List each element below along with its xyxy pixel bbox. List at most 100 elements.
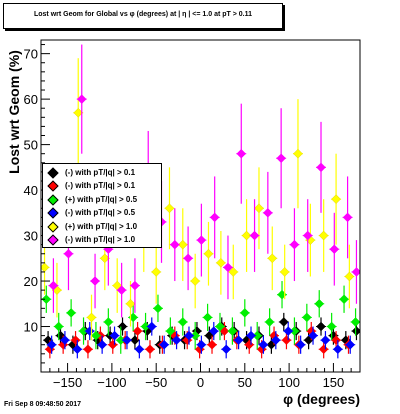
data-point <box>117 321 128 332</box>
data-point <box>239 308 250 318</box>
y-axis-label: Lost wrt Geom (%) <box>6 50 22 174</box>
data-point <box>203 248 214 259</box>
y-tick-label: 30 <box>24 229 38 244</box>
x-tick-label: 50 <box>238 375 252 390</box>
data-point <box>283 326 294 336</box>
data-point <box>339 294 349 305</box>
data-point <box>125 298 136 309</box>
y-tick-label: 60 <box>24 92 38 107</box>
data-point <box>308 330 318 341</box>
data-point <box>216 257 226 268</box>
data-point <box>177 317 188 327</box>
data-point <box>258 339 269 350</box>
data-point <box>183 253 193 264</box>
data-point <box>302 230 313 241</box>
y-tick-label: 40 <box>24 183 38 198</box>
data-point <box>279 267 290 277</box>
legend-entry: (+) with pT/|q| > 0.5 <box>43 194 161 207</box>
legend-label: (+) with pT/|q| > 1.0 <box>65 222 138 231</box>
data-point <box>332 344 343 355</box>
data-point <box>270 335 281 346</box>
timestamp-footer: Fri Sep 8 09:48:50 2017 <box>4 401 82 408</box>
data-point <box>90 276 100 286</box>
data-point <box>165 326 176 336</box>
data-point <box>267 253 278 264</box>
data-point <box>177 239 188 250</box>
data-point <box>223 262 233 273</box>
legend-marker <box>47 167 59 179</box>
data-point <box>60 335 70 346</box>
data-point <box>66 308 76 318</box>
x-tick-label: 0 <box>197 375 204 390</box>
data-point <box>48 280 59 291</box>
data-point <box>301 312 312 323</box>
data-point <box>146 321 157 332</box>
x-tick-label: 100 <box>278 375 300 390</box>
data-point <box>109 330 120 341</box>
data-point <box>320 335 331 346</box>
data-point <box>293 148 303 159</box>
data-point <box>254 203 264 214</box>
data-point <box>164 203 175 214</box>
series-3 <box>46 317 356 359</box>
data-point <box>344 271 355 282</box>
x-tick-label: −50 <box>145 375 167 390</box>
data-point <box>134 344 145 355</box>
data-point <box>41 294 52 305</box>
legend: (-) with pT/|q| > 0.1 (-) with pT/|q| > … <box>42 163 162 248</box>
data-point <box>295 339 306 350</box>
data-point <box>72 344 83 355</box>
data-point <box>278 317 289 327</box>
y-tick-label: 20 <box>24 274 38 289</box>
legend-label: (-) with pT/|q| > 0.1 <box>65 181 136 190</box>
data-point <box>246 330 256 341</box>
legend-entry: (+) with pT/|q| > 1.0 <box>43 221 161 234</box>
data-point <box>316 162 326 173</box>
data-point <box>145 344 155 355</box>
data-point <box>241 230 252 241</box>
data-point <box>153 303 163 314</box>
data-point <box>103 317 114 327</box>
data-point <box>228 267 239 277</box>
data-point <box>249 230 260 241</box>
data-point <box>318 344 329 355</box>
data-point <box>202 312 213 323</box>
data-point <box>316 321 326 332</box>
legend-label: (-) with pT/|q| > 1.0 <box>65 235 136 244</box>
legend-marker <box>47 194 59 206</box>
data-point <box>326 321 337 332</box>
legend-marker <box>47 207 59 219</box>
data-point <box>236 148 247 159</box>
data-point <box>208 326 219 336</box>
data-point <box>184 330 194 341</box>
y-tick-label: 10 <box>24 320 38 335</box>
legend-marker <box>47 221 59 233</box>
legend-entry: (-) with pT/|q| > 0.5 <box>43 207 161 220</box>
data-point <box>350 317 360 327</box>
data-point <box>196 235 207 245</box>
data-point <box>97 339 107 350</box>
data-point <box>329 244 340 255</box>
x-tick-label: −100 <box>97 375 126 390</box>
data-point <box>215 321 225 332</box>
data-point <box>221 344 232 355</box>
legend-entry: (-) with pT/|q| > 0.1 <box>43 180 161 193</box>
data-point <box>196 339 207 350</box>
legend-entry: (-) with pT/|q| > 0.1 <box>43 167 161 180</box>
legend-label: (+) with pT/|q| > 0.5 <box>65 195 138 204</box>
data-point <box>171 335 182 346</box>
data-point <box>207 339 217 350</box>
legend-marker <box>47 180 59 192</box>
data-point <box>233 335 244 346</box>
series-5 <box>48 44 360 318</box>
data-point <box>86 312 97 323</box>
data-point <box>190 276 201 286</box>
axes-layer: −150 −100 −50 0 50 100 150 10 20 30 40 50 60 70 <box>24 44 361 390</box>
data-point <box>342 212 353 223</box>
data-point <box>122 335 132 346</box>
legend-marker <box>47 234 59 246</box>
data-point <box>169 239 180 250</box>
data-point <box>276 153 286 164</box>
data-point <box>351 267 360 277</box>
